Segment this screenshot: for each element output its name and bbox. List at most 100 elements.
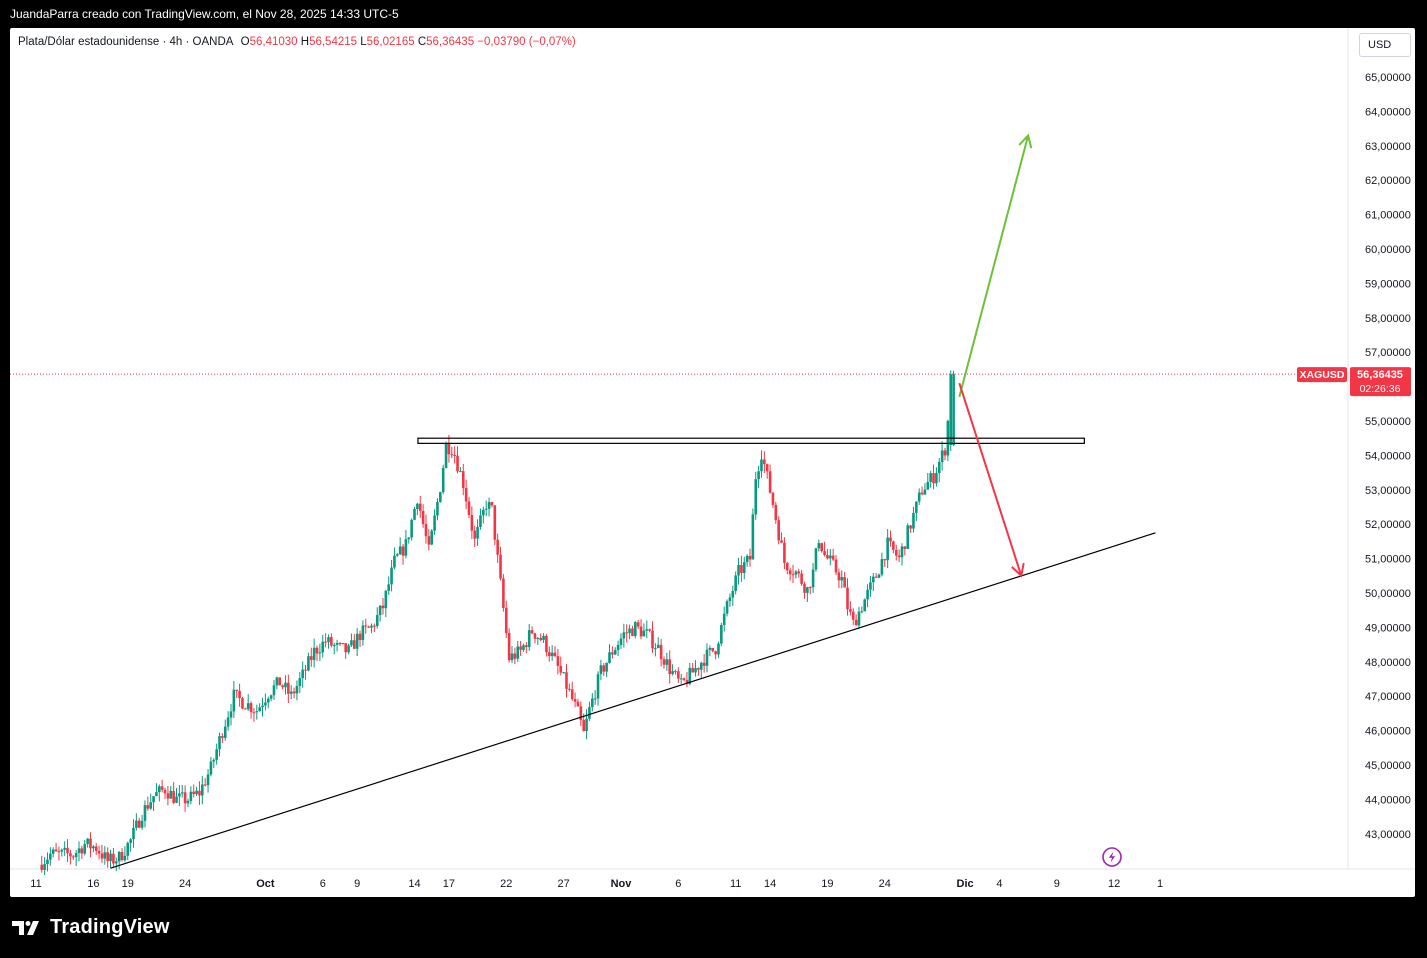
- candle-body: [413, 509, 416, 520]
- candle-body: [418, 503, 422, 511]
- candle-body: [350, 640, 353, 646]
- arrow-down-shaft: [958, 382, 1023, 577]
- candle-body: [292, 691, 296, 694]
- candle-body: [760, 459, 763, 472]
- currency-button[interactable]: USD: [1359, 33, 1411, 57]
- high-value: 56,54215: [309, 36, 358, 48]
- candle-body: [307, 656, 310, 671]
- candle-body: [550, 652, 554, 657]
- low-value: 56,02165: [366, 36, 415, 48]
- candle-body: [748, 555, 752, 560]
- candle-body: [123, 855, 127, 861]
- candle-body: [324, 641, 327, 643]
- price-badge: XAGUSD 56,36435 02:26:36: [1297, 367, 1411, 397]
- candle-body: [694, 668, 697, 673]
- candle-body: [158, 786, 161, 793]
- candle-body: [937, 462, 941, 473]
- candle-body: [54, 849, 58, 852]
- candle-body: [932, 473, 935, 484]
- candle-body: [731, 591, 735, 598]
- candle-body: [370, 625, 373, 628]
- candle-body: [439, 492, 442, 503]
- candle-body: [298, 678, 302, 686]
- candle-body: [92, 846, 95, 849]
- candle-body: [622, 632, 626, 639]
- candle-body: [126, 842, 130, 856]
- candle-body: [69, 853, 72, 857]
- flash-icon[interactable]: [1102, 847, 1122, 867]
- y-tick-label: 52,00000: [1365, 519, 1411, 531]
- candle-body: [872, 576, 875, 583]
- candle-body: [384, 590, 388, 609]
- candle-body: [912, 512, 915, 529]
- price-chart[interactable]: 43,00000 44,00000 45,00000 46,00000 47,00000…: [10, 28, 1415, 897]
- candle-body: [436, 502, 439, 516]
- candle-body: [559, 665, 563, 673]
- candle-body: [771, 492, 775, 505]
- candle-body: [261, 705, 264, 708]
- y-tick-label: 44,00000: [1365, 794, 1411, 806]
- candle-body: [510, 653, 514, 661]
- candle-body: [768, 471, 772, 493]
- candle-body: [40, 864, 44, 870]
- candle-body: [826, 555, 829, 559]
- candle-body: [570, 689, 574, 700]
- symbol-name[interactable]: Plata/Dólar estadounidense · 4h · OANDA: [18, 36, 234, 48]
- candle-body: [949, 374, 953, 446]
- candle-body: [777, 520, 780, 541]
- chart-frame[interactable]: 43,00000 44,00000 45,00000 46,00000 47,00000…: [10, 28, 1415, 897]
- candle-body: [166, 793, 170, 799]
- x-tick-label: Oct: [256, 878, 275, 890]
- brand: TradingView: [12, 916, 170, 939]
- candle-body: [60, 849, 64, 852]
- candle-body: [396, 554, 399, 556]
- candle-body: [737, 565, 740, 576]
- candle-body: [791, 574, 795, 576]
- candle-body: [49, 853, 52, 860]
- candle-body: [504, 607, 508, 634]
- candle-body: [788, 570, 792, 575]
- x-tick-label: 16: [87, 878, 99, 890]
- candle-body: [180, 792, 184, 794]
- candle-body: [831, 555, 835, 560]
- time-axis[interactable]: 11 16 19 24 Oct 6 9 14 17 22 27 Nov 6 11 14 19 24 Dic 4 9 12…: [30, 878, 1163, 890]
- candle-body: [186, 800, 190, 804]
- candle-body: [100, 853, 104, 859]
- candle-body: [780, 540, 783, 543]
- candle-body: [763, 459, 766, 465]
- candle-body: [866, 589, 869, 600]
- candle-body: [576, 701, 580, 707]
- candle-body: [249, 703, 253, 713]
- candle-body: [358, 633, 362, 641]
- price-tag: [1350, 367, 1411, 397]
- candle-body: [725, 601, 729, 614]
- candle-body: [754, 479, 758, 515]
- y-tick-label: 51,00000: [1365, 554, 1411, 566]
- candle-body: [476, 526, 479, 539]
- candle-body: [628, 628, 631, 634]
- candle-body: [195, 790, 198, 795]
- candle-body: [43, 864, 46, 870]
- candle-body: [656, 644, 660, 649]
- chart-caption: JuandaParra creado con TradingView.com, …: [10, 7, 399, 21]
- annotations: [10, 133, 1348, 869]
- candle-body: [338, 643, 342, 645]
- candle-body: [654, 648, 657, 650]
- open-value: 56,41030: [249, 36, 298, 48]
- candle-body: [246, 703, 250, 710]
- candle-body: [152, 796, 155, 803]
- candle-body: [66, 847, 69, 854]
- y-tick-label: 58,00000: [1365, 313, 1411, 325]
- candle-body: [840, 577, 844, 581]
- candle-body: [459, 471, 462, 473]
- candle-body: [745, 555, 749, 563]
- y-tick-label: 61,00000: [1365, 210, 1411, 222]
- candle-body: [585, 718, 588, 732]
- candle-body: [596, 674, 600, 699]
- symbol-legend: Plata/Dólar estadounidense · 4h · OANDA …: [18, 36, 576, 48]
- candle-body: [573, 699, 577, 702]
- candle-body: [820, 543, 823, 552]
- candle-body: [880, 559, 884, 575]
- price-axis[interactable]: 43,00000 44,00000 45,00000 46,00000 47,00000…: [1365, 72, 1411, 841]
- candle-body: [344, 643, 347, 653]
